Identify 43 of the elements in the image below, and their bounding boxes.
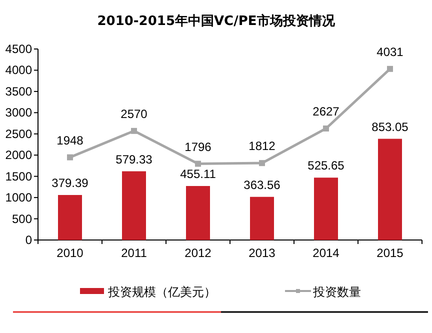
point: [259, 160, 265, 166]
y-tick-label: 3000: [5, 106, 32, 120]
data-label: 525.65: [308, 158, 345, 173]
data-label: 4031: [376, 44, 404, 59]
y-tick-label: 3500: [5, 84, 32, 98]
data-label: 1812: [248, 139, 276, 154]
data-label: 379.39: [52, 176, 89, 190]
x-tick-label: 2014: [312, 246, 340, 260]
bar: [250, 196, 274, 240]
x-tick-label: 2011: [121, 246, 148, 260]
data-label: 579.33: [116, 152, 153, 166]
point: [67, 154, 73, 160]
bar: [186, 186, 210, 240]
bar: [378, 138, 402, 240]
x-tick-label: 2010: [56, 246, 84, 260]
x-tick-label: 2015: [376, 246, 404, 260]
x-tick-label: 2013: [248, 246, 276, 260]
point: [387, 66, 393, 72]
bar: [122, 171, 146, 240]
x-tick-label: 2012: [184, 246, 212, 260]
data-label: 455.11: [180, 167, 216, 182]
point: [323, 126, 329, 132]
y-tick-label: 4500: [5, 42, 32, 56]
bar: [58, 194, 82, 240]
data-label: 1796: [184, 140, 212, 154]
y-tick-label: 0: [25, 233, 32, 247]
point: [195, 160, 201, 167]
legend-label: 投资规模（亿美元）: [107, 285, 216, 299]
legend-label: 投资数量: [312, 285, 361, 299]
y-tick-label: 1000: [5, 190, 32, 205]
data-label: 363.56: [244, 178, 281, 192]
bar: [314, 178, 338, 240]
y-tick-label: 500: [12, 212, 32, 226]
data-label: 853.05: [372, 120, 409, 134]
point: [131, 128, 137, 134]
y-tick-label: 2500: [5, 126, 32, 141]
data-label: 2570: [120, 106, 148, 121]
y-tick-label: 4000: [5, 63, 32, 78]
data-label: 2627: [312, 104, 340, 118]
y-tick-label: 1500: [5, 169, 32, 184]
chart-title: 2010-2015年中国VC/PE市场投资情况: [97, 13, 336, 29]
data-label: 1948: [56, 133, 84, 148]
y-tick-label: 2000: [5, 148, 32, 162]
